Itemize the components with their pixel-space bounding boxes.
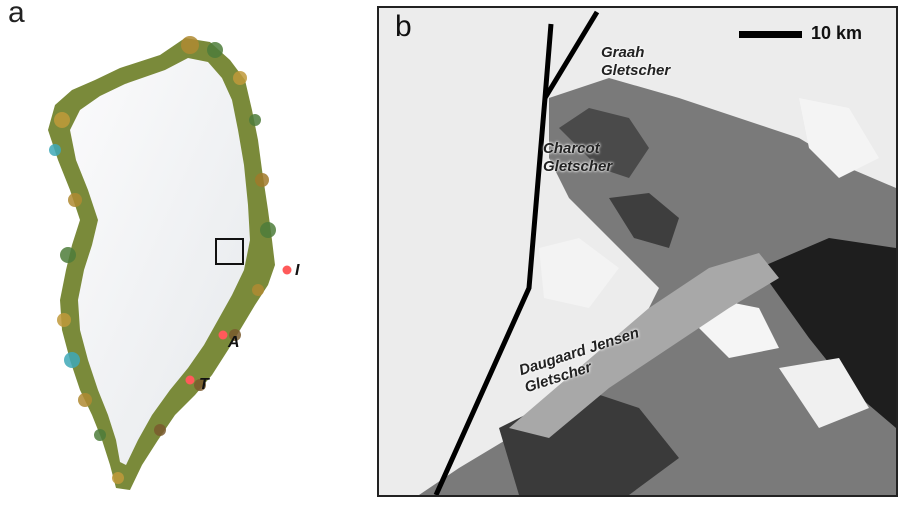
swath-boundary-line xyxy=(433,23,554,495)
study-area-box xyxy=(215,238,244,265)
ice-sheet xyxy=(70,58,250,465)
site-label-i: I xyxy=(295,262,300,279)
satellite-detail-panel: b 10 km Graah Gletscher Charcot Gletsche… xyxy=(377,6,898,497)
scale-bar xyxy=(739,31,802,38)
site-marker-i xyxy=(282,265,292,275)
rock-terrain xyxy=(419,78,896,495)
snow-peak-1 xyxy=(539,238,619,308)
panel-a-label: a xyxy=(8,0,25,29)
site-marker-a xyxy=(218,330,228,340)
daugaard-jensen-glacier-tongue xyxy=(509,253,779,438)
greenland-map-svg xyxy=(48,36,292,490)
scale-bar-label: 10 km xyxy=(811,23,863,43)
site-label-t: T xyxy=(199,376,209,393)
site-label-a: A xyxy=(228,334,240,351)
glacier-name: Graah xyxy=(601,44,645,61)
glacier-label-graah: Graah Gletscher xyxy=(601,44,670,80)
dark-fjord xyxy=(759,238,896,428)
dark-ridge-2 xyxy=(609,193,679,248)
satellite-image-svg xyxy=(379,8,896,495)
swath-boundary-line-2 xyxy=(542,10,600,100)
panel-b-label: b xyxy=(395,10,412,43)
dark-ridge-1 xyxy=(559,108,649,178)
snow-peak-4 xyxy=(799,98,879,178)
site-marker-t xyxy=(185,375,195,385)
coastal-vegetation xyxy=(49,36,276,484)
glacier-sub: Gletscher xyxy=(543,158,613,175)
glacier-name: Charcot xyxy=(543,140,600,157)
glacier-label-charcot: Charcot Gletscher xyxy=(543,140,612,176)
glacier-sub: Gletscher xyxy=(601,62,671,79)
greenland-overview-map: a I A T xyxy=(0,0,375,502)
snow-peak-3 xyxy=(779,358,869,428)
